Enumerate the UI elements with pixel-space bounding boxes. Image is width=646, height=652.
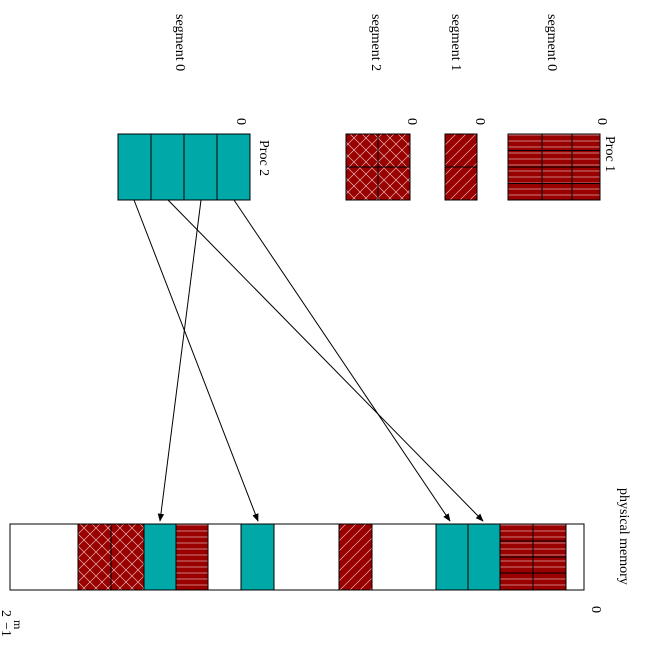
- segment1-p1-zero: 0: [472, 118, 487, 125]
- memory-bottom-address: 2 m −1: [0, 610, 25, 637]
- physical-memory: physical memory 0 2 m −1: [0, 488, 631, 637]
- arrow-page3: [133, 199, 259, 522]
- proc1-label: Proc 1: [602, 136, 617, 172]
- proc1-segment1: [444, 133, 478, 201]
- segment0-p2-label: segment 0: [172, 14, 187, 71]
- segment1-p1-label: segment 1: [448, 14, 463, 71]
- proc2-label: Proc 2: [256, 140, 271, 176]
- mem-block-proc2-b: [240, 523, 275, 591]
- svg-text:m: m: [11, 620, 25, 630]
- physical-memory-label: physical memory: [616, 488, 631, 585]
- proc1-group: Proc 1 segment 0 0 segment 1 0 segment 2…: [345, 14, 617, 201]
- svg-text:2: 2: [0, 610, 13, 617]
- proc2-segment0: [117, 133, 251, 201]
- segment2-p1-zero: 0: [404, 118, 419, 125]
- mem-block-proc1-seg0-b: [175, 523, 209, 591]
- segment2-p1-label: segment 2: [368, 14, 383, 71]
- arrow-page0: [233, 199, 451, 522]
- segment0-p2-zero: 0: [233, 118, 248, 125]
- memory-top-address: 0: [588, 606, 603, 613]
- arrow-page1: [167, 199, 484, 522]
- proc2-group: Proc 2 segment 0 0: [117, 14, 271, 201]
- mapping-arrows: [133, 199, 484, 522]
- mem-block-proc2-c: [143, 523, 177, 591]
- arrow-page2: [157, 199, 202, 522]
- proc1-segment0: [507, 133, 601, 201]
- segment0-p1-label: segment 0: [544, 14, 559, 71]
- segment0-p1-zero: 0: [594, 118, 609, 125]
- svg-text:−1: −1: [0, 622, 13, 637]
- mem-block-proc1-seg1: [338, 523, 373, 591]
- proc1-segment2: [345, 133, 411, 201]
